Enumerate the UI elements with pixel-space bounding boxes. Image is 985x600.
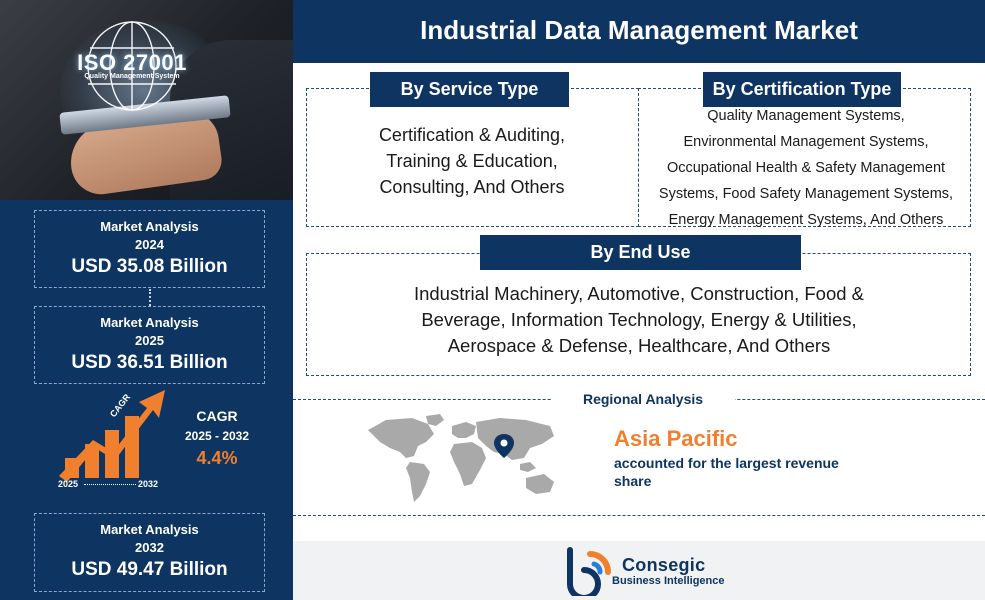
service-item: Training & Education, bbox=[386, 151, 558, 171]
end-use-item: Aerospace & Defense, Healthcare, And Oth… bbox=[447, 335, 831, 356]
stat-box-2024: Market Analysis 2024 USD 35.08 Billion bbox=[34, 210, 265, 288]
iso-subtitle: Quality Management System bbox=[84, 73, 180, 80]
region-description-line: accounted for the largest revenue bbox=[614, 455, 839, 471]
stat-label: Market Analysis bbox=[100, 315, 199, 330]
end-use-item: Beverage, Information Technology, Energy… bbox=[421, 309, 857, 330]
page-title: Industrial Data Management Market bbox=[293, 0, 985, 63]
certification-item: Quality Management Systems, bbox=[707, 108, 905, 124]
regional-divider-bottom bbox=[293, 515, 985, 516]
stat-year: 2032 bbox=[135, 540, 164, 555]
stat-label: Market Analysis bbox=[100, 219, 199, 234]
stat-value: USD 49.47 Billion bbox=[71, 559, 228, 580]
hero-image: ISO 27001 Quality Management System bbox=[0, 0, 293, 200]
regional-title: Regional Analysis bbox=[551, 388, 735, 410]
region-description-line: share bbox=[614, 473, 652, 489]
stat-value: USD 36.51 Billion bbox=[71, 352, 228, 373]
cagr-growth-icon bbox=[59, 390, 165, 482]
end-use-title: By End Use bbox=[480, 235, 801, 270]
footer bbox=[293, 541, 985, 600]
cagr-axis-line bbox=[84, 484, 136, 485]
stat-connector bbox=[149, 289, 151, 306]
certification-item: Occupational Health & Safety Management bbox=[666, 160, 946, 176]
region-name: Asia Pacific bbox=[614, 426, 738, 451]
certification-type-list: Quality Management Systems, Environmenta… bbox=[640, 103, 972, 233]
stat-year: 2024 bbox=[135, 237, 164, 252]
consegic-logo-icon bbox=[567, 547, 611, 596]
logo-tagline: Business Intelligence bbox=[612, 575, 725, 587]
stat-box-2032: Market Analysis 2032 USD 49.47 Billion bbox=[34, 513, 265, 592]
certification-item: Environmental Management Systems, bbox=[683, 134, 929, 150]
service-item: Consulting, And Others bbox=[379, 177, 565, 197]
world-map-icon bbox=[368, 414, 554, 502]
cagr-years: 2025 - 2032 bbox=[184, 429, 250, 443]
certification-item: Systems, Food Safety Management Systems, bbox=[658, 186, 954, 202]
stat-label: Market Analysis bbox=[100, 522, 199, 537]
certification-item: Energy Management Systems, And Others bbox=[668, 212, 944, 228]
cagr-value: 4.4% bbox=[196, 448, 238, 468]
iso-title: ISO 27001 bbox=[77, 50, 187, 75]
certification-type-title: By Certification Type bbox=[703, 72, 901, 107]
stat-year: 2025 bbox=[135, 333, 164, 348]
location-pin-icon bbox=[494, 434, 514, 458]
stat-box-2025: Market Analysis 2025 USD 36.51 Billion bbox=[34, 306, 265, 384]
globe-icon bbox=[87, 21, 177, 111]
stat-value: USD 35.08 Billion bbox=[71, 256, 228, 277]
end-use-list: Industrial Machinery, Automotive, Constr… bbox=[307, 281, 971, 359]
cagr-axis-end: 2032 bbox=[138, 479, 159, 489]
cagr-label: CAGR bbox=[196, 408, 238, 424]
region-description: accounted for the largest revenue share bbox=[614, 454, 894, 490]
service-item: Certification & Auditing, bbox=[378, 125, 566, 145]
cagr-axis-start: 2025 bbox=[58, 479, 79, 489]
service-type-list: Certification & Auditing, Training & Edu… bbox=[306, 122, 638, 200]
service-type-title: By Service Type bbox=[370, 72, 569, 107]
end-use-item: Industrial Machinery, Automotive, Constr… bbox=[413, 283, 865, 304]
logo-name: Consegic bbox=[622, 555, 706, 575]
